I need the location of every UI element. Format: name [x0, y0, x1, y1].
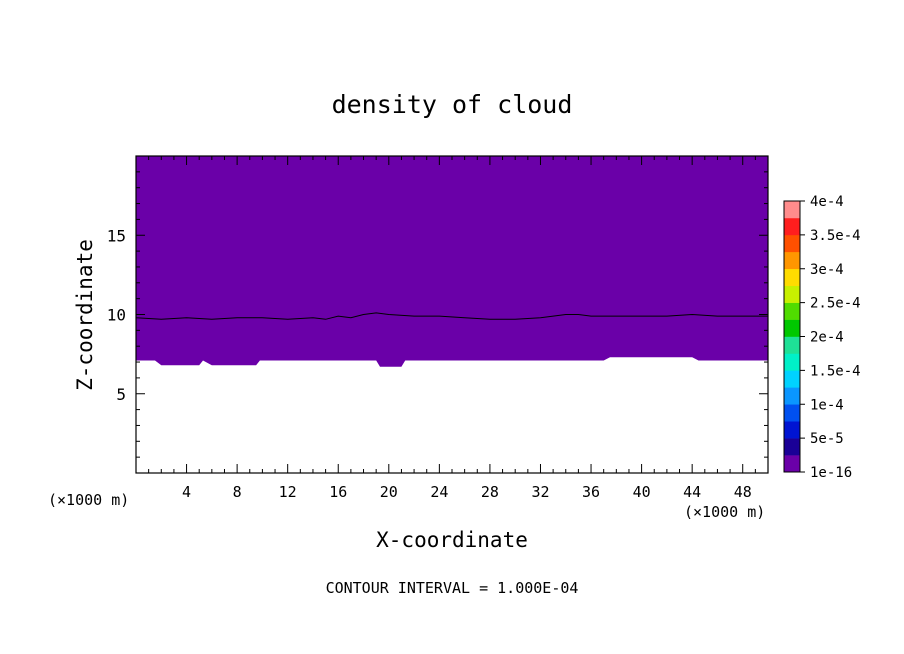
colorbar-swatch: [784, 201, 800, 219]
colorbar-label: 2e-4: [810, 330, 844, 346]
colorbar-swatch: [784, 251, 800, 270]
colorbar-swatch: [784, 319, 800, 337]
y-tick-label: 15: [107, 226, 126, 245]
contour-band-10: [136, 156, 768, 367]
y-tick-label: 5: [116, 385, 126, 404]
colorbar-swatch: [784, 404, 800, 422]
colorbar-label: 1.5e-4: [810, 363, 861, 379]
contour-interval-note: CONTOUR INTERVAL = 1.000E-04: [326, 579, 579, 597]
contour-line-group: [136, 312, 768, 320]
x-tick-label: 24: [430, 483, 448, 501]
contour-line: [136, 312, 768, 320]
contour-fill-group: [136, 156, 768, 367]
x-unit-right: (×1000 m): [684, 503, 765, 521]
colorbar-swatch: [784, 438, 800, 456]
colorbar-label: 5e-5: [810, 431, 844, 447]
x-axis-label: X-coordinate: [376, 528, 528, 552]
x-tick-label: 16: [329, 483, 347, 501]
colorbar-swatch: [784, 353, 800, 371]
colorbar-swatch: [784, 302, 800, 320]
colorbar-swatch: [784, 217, 800, 236]
colorbar-swatch: [784, 285, 800, 303]
chart-title: density of cloud: [332, 90, 573, 119]
colorbar-swatch: [784, 234, 800, 253]
x-tick-label: 36: [582, 483, 600, 501]
x-tick-label: 12: [279, 483, 297, 501]
colorbar-swatch: [784, 455, 800, 473]
colorbar-swatch: [784, 336, 800, 354]
x-tick-label: 8: [233, 483, 242, 501]
colorbar-label: 3e-4: [810, 262, 844, 278]
x-tick-label: 44: [683, 483, 701, 501]
x-tick-label: 40: [633, 483, 651, 501]
colorbar: 4e-4 3.5e-4 3e-4 2.5e-4 2e-4 1.5e-4 1e-4 5e-5 1e…: [783, 194, 861, 481]
x-tick-label: 20: [380, 483, 398, 501]
x-tick-label: 4: [182, 483, 191, 501]
colorbar-label: 2.5e-4: [810, 296, 861, 312]
x-tick-label: 28: [481, 483, 499, 501]
colorbar-swatch: [784, 268, 800, 286]
x-axis-ticks: 4 8 12 16 20 24 28 32 36 40 44 48: [148, 156, 756, 501]
colorbar-swatch: [784, 370, 800, 388]
y-tick-label: 10: [107, 306, 126, 325]
y-axis-label: Z-coordinate: [73, 239, 97, 391]
x-tick-label: 48: [734, 483, 752, 501]
colorbar-label: 1e-16: [810, 465, 852, 481]
colorbar-swatch: [784, 421, 800, 439]
x-tick-label: 32: [531, 483, 549, 501]
x-unit-left: (×1000 m): [48, 491, 129, 509]
colorbar-swatch: [784, 387, 800, 405]
y-axis-ticks: 5 10 15: [107, 171, 768, 458]
colorbar-label: 1e-4: [810, 397, 844, 413]
colorbar-label: 3.5e-4: [810, 228, 861, 244]
colorbar-label: 4e-4: [810, 194, 844, 210]
